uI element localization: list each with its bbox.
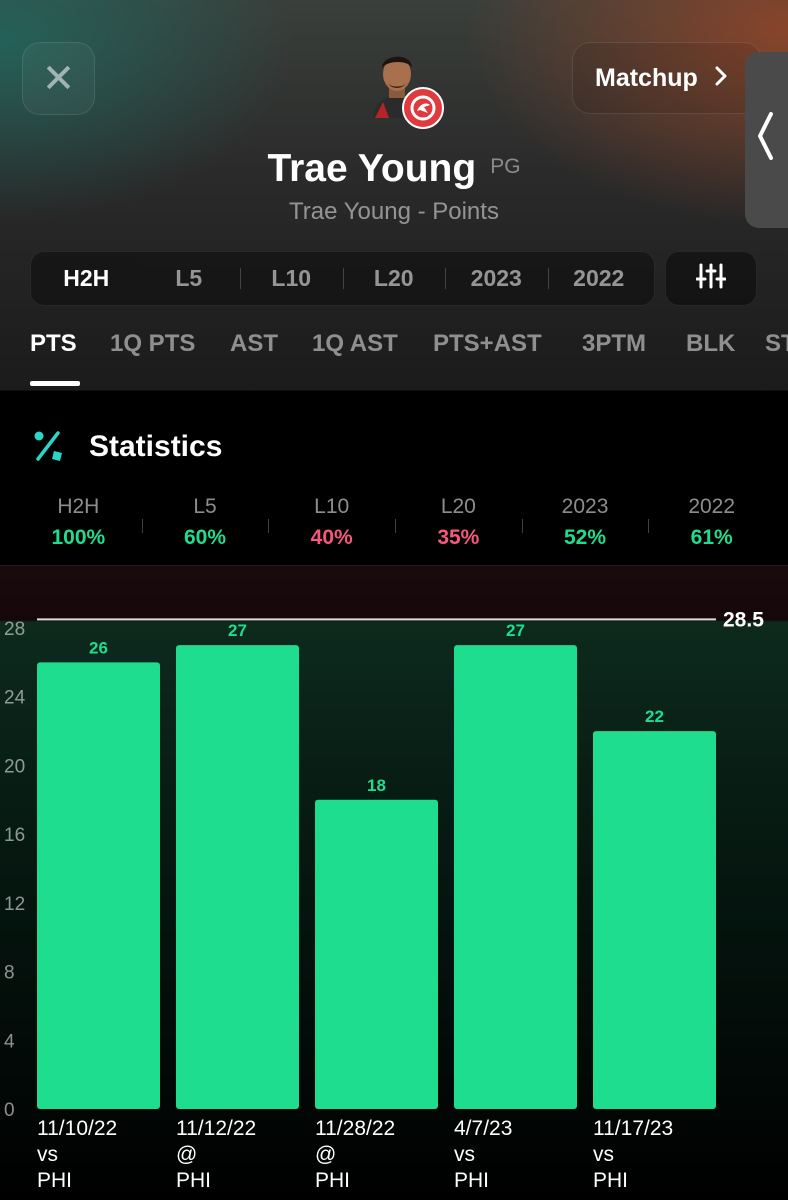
x-tick-label: PHI — [37, 1169, 72, 1192]
x-tick-label: 11/28/22 — [315, 1117, 395, 1140]
statistics-section: Statistics H2H 100% L5 60% L10 40% L20 3… — [0, 390, 788, 564]
matchup-label: Matchup — [595, 63, 698, 92]
range-tab-l20[interactable]: L20 — [342, 256, 446, 301]
close-icon: ✕ — [41, 56, 76, 101]
percent-icon — [32, 429, 64, 463]
hit-rate-label: L5 — [193, 495, 217, 518]
stat-tab-ast[interactable]: AST — [230, 330, 278, 357]
x-tick-label: vs — [593, 1143, 614, 1166]
hit-rate-value: 52% — [564, 526, 607, 549]
x-tick-label: vs — [37, 1143, 58, 1166]
hit-rate-l20[interactable]: L20 35% — [395, 495, 522, 555]
y-tick-label: 16 — [4, 825, 25, 846]
range-tab-2023[interactable]: 2023 — [445, 256, 548, 301]
hit-rate-label: 2022 — [688, 495, 736, 518]
x-tick-label: vs — [454, 1143, 475, 1166]
hit-rate-value: 40% — [310, 526, 353, 549]
active-tab-indicator — [30, 381, 80, 386]
x-tick-label: 11/10/22 — [37, 1117, 117, 1140]
hit-rate-label: L10 — [314, 495, 350, 518]
stat-tab-blk[interactable]: BLK — [686, 330, 736, 357]
x-tick-label: PHI — [454, 1169, 489, 1192]
x-tick-label: PHI — [593, 1169, 628, 1192]
range-tab-l5[interactable]: L5 — [175, 265, 203, 291]
range-tab-l10[interactable]: L10 — [240, 256, 343, 301]
x-tick-label: @ — [176, 1143, 197, 1166]
hit-rate-label: 2023 — [561, 495, 609, 518]
y-tick-label: 8 — [4, 963, 15, 984]
points-bar-chart: 0 4 8 12 16 20 24 28 28.5 26 11/10/22 vs PHI 27 11/12/… — [0, 565, 788, 1200]
stat-tab-1q-pts[interactable]: 1Q PTS — [110, 330, 196, 357]
hit-rate-l5[interactable]: L5 60% — [141, 495, 269, 555]
stat-tab-st[interactable]: ST — [765, 330, 788, 357]
player-name-row: Trae Young PG — [0, 147, 788, 191]
hit-rate-value: 60% — [183, 526, 227, 549]
market-subtitle: Trae Young - Points — [289, 198, 499, 225]
range-selector: H2H L5 L10 L20 2023 2022 — [30, 251, 655, 306]
x-tick-label: PHI — [315, 1169, 350, 1192]
sliders-icon — [695, 263, 727, 294]
hit-rate-value: 100% — [51, 526, 106, 549]
chevron-left-icon — [755, 110, 775, 174]
bar — [37, 662, 160, 1109]
stat-tab-1q-ast[interactable]: 1Q AST — [312, 330, 398, 357]
bar-value-label: 27 — [228, 621, 247, 640]
hit-rate-label: L20 — [440, 495, 476, 518]
matchup-button[interactable]: Matchup — [572, 42, 762, 114]
y-tick-label: 4 — [4, 1031, 15, 1052]
hit-rate-value: 35% — [437, 526, 480, 549]
hit-rate-2023[interactable]: 2023 52% — [521, 495, 649, 555]
team-logo — [402, 87, 444, 129]
x-tick-label: 4/7/23 — [454, 1117, 512, 1140]
hit-rate-row: H2H 100% L5 60% L10 40% L20 35% 2023 52%… — [15, 495, 775, 555]
statistics-title: Statistics — [89, 430, 223, 463]
filter-button[interactable] — [665, 251, 757, 306]
bar — [176, 645, 299, 1109]
y-tick-label: 20 — [4, 756, 25, 777]
hit-rate-2022[interactable]: 2022 61% — [648, 495, 775, 555]
bar-value-label: 22 — [645, 707, 664, 726]
threshold-label: 28.5 — [723, 608, 764, 631]
side-drawer-handle[interactable] — [745, 52, 788, 228]
stat-tab-3ptm[interactable]: 3PTM — [582, 330, 647, 357]
x-tick-label: 11/17/23 — [593, 1117, 673, 1140]
bar-value-label: 27 — [506, 621, 525, 640]
bar — [454, 645, 577, 1109]
player-name: Trae Young — [267, 147, 477, 190]
bar-value-label: 18 — [367, 776, 386, 795]
chart-svg: 0 4 8 12 16 20 24 28 28.5 26 11/10/22 vs PHI 27 11/12/… — [4, 608, 764, 1192]
y-tick-label: 24 — [4, 688, 26, 709]
hit-rate-l10[interactable]: L10 40% — [268, 495, 395, 555]
y-tick-label: 12 — [4, 894, 25, 915]
close-button[interactable]: ✕ — [22, 42, 95, 115]
y-tick-label: 28 — [4, 619, 25, 640]
bar-value-label: 26 — [89, 638, 108, 657]
player-position: PG — [490, 155, 521, 178]
hit-rate-label: H2H — [57, 495, 100, 518]
bar — [315, 799, 438, 1109]
x-tick-label: @ — [315, 1143, 336, 1166]
hit-rate-h2h[interactable]: H2H 100% — [15, 495, 142, 555]
stat-tab-pts[interactable]: PTS — [30, 330, 77, 357]
stat-tabs: PTS 1Q PTS AST 1Q AST PTS+AST 3PTM BLK S… — [0, 330, 788, 386]
range-tab-h2h[interactable]: H2H — [35, 256, 138, 301]
header: ✕ Matchup Trae Young PG Trae Young - Poin… — [0, 0, 788, 390]
x-tick-label: PHI — [176, 1169, 211, 1192]
y-tick-label: 0 — [4, 1100, 15, 1121]
stat-tab-pts-ast[interactable]: PTS+AST — [433, 330, 542, 357]
bar — [593, 731, 716, 1109]
x-tick-label: 11/12/22 — [176, 1117, 256, 1140]
range-tab-2022[interactable]: 2022 — [547, 256, 651, 301]
hit-rate-value: 61% — [690, 526, 733, 549]
chevron-right-icon — [714, 63, 728, 94]
